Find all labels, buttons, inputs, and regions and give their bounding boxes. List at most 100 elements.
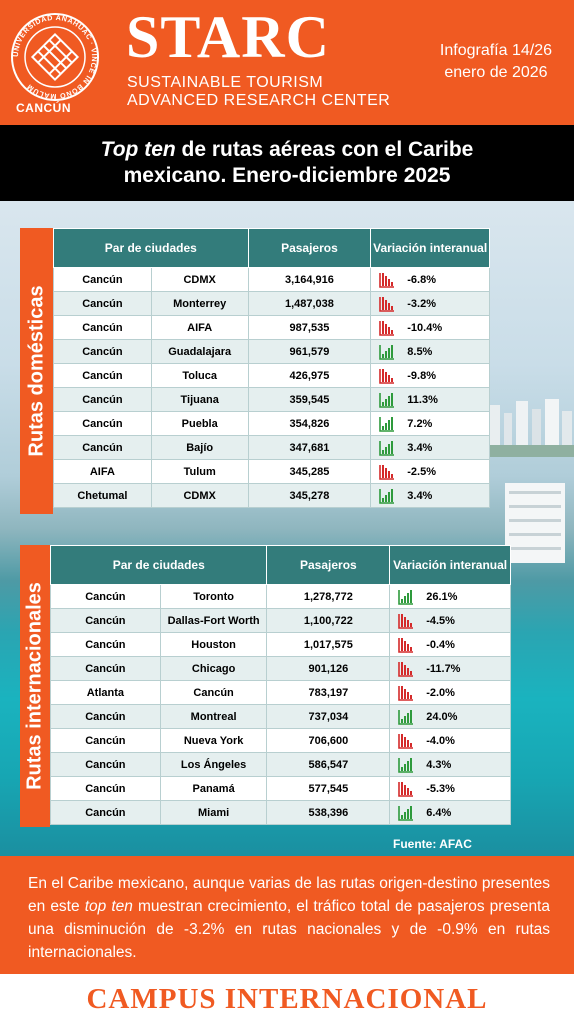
passengers-value: 3,164,916 <box>247 267 372 292</box>
table-row: Cancún Dallas-Fort Worth 1,100,722 -4.5% <box>50 608 511 633</box>
origin-city: Cancún <box>50 656 161 681</box>
origin-city: Cancún <box>53 387 152 412</box>
issue-date: enero de 2026 <box>444 64 548 81</box>
campus-label: CANCÚN <box>16 101 71 115</box>
bar-chart-down-icon <box>379 296 395 312</box>
bar-chart-down-icon <box>379 320 395 336</box>
table-row: Cancún Panamá 577,545 -5.3% <box>50 776 511 801</box>
origin-city: Cancún <box>50 752 161 777</box>
table-row: Cancún Nueva York 706,600 -4.0% <box>50 728 511 753</box>
variation-cell: -0.4% <box>389 632 511 657</box>
origin-city: Cancún <box>50 584 161 609</box>
origin-city: Chetumal <box>53 483 152 508</box>
table-row: Cancún Bajío 347,681 3.4% <box>53 435 490 460</box>
variation-value: 3.4% <box>407 441 433 454</box>
passengers-value: 737,034 <box>266 704 391 729</box>
variation-cell: -4.0% <box>389 728 511 753</box>
summary-text: En el Caribe mexicano, aunque varias de … <box>0 856 574 974</box>
variation-value: -4.0% <box>426 734 455 747</box>
summary-part2: muestran crecimiento, el tráfico total d… <box>28 898 550 961</box>
table-row: Cancún Miami 538,396 6.4% <box>50 800 511 825</box>
origin-city: Cancún <box>50 800 161 825</box>
origin-city: Atlanta <box>50 680 161 705</box>
variation-value: 26.1% <box>426 590 458 603</box>
variation-cell: -2.0% <box>389 680 511 705</box>
variation-value: -3.2% <box>407 297 437 310</box>
variation-value: 8.5% <box>407 345 433 358</box>
university-seal-icon: UNIVERSIDAD ANÁHUAC · VINCE IN BONO MALU… <box>11 13 99 101</box>
variation-value: -11.7% <box>426 662 461 675</box>
variation-cell: 24.0% <box>389 704 511 729</box>
passengers-value: 901,126 <box>266 656 391 681</box>
origin-city: Cancún <box>53 435 152 460</box>
passengers-value: 354,826 <box>247 411 372 436</box>
variation-cell: 4.3% <box>389 752 511 777</box>
passengers-value: 586,547 <box>266 752 391 777</box>
title-line2: mexicano. Enero-diciembre 2025 <box>123 164 451 187</box>
variation-value: -6.8% <box>407 273 437 286</box>
origin-city: Cancún <box>53 339 152 364</box>
header-city-pair: Par de ciudades <box>49 545 268 585</box>
header-city-pair: Par de ciudades <box>53 228 249 268</box>
table-row: Cancún Tijuana 359,545 11.3% <box>53 387 490 412</box>
bar-chart-up-icon <box>398 709 414 725</box>
bar-chart-up-icon <box>398 757 414 773</box>
table-row: Atlanta Cancún 783,197 -2.0% <box>50 680 511 705</box>
passengers-value: 345,285 <box>247 459 372 484</box>
bar-chart-down-icon <box>398 637 414 653</box>
bar-chart-down-icon <box>379 368 395 384</box>
passengers-value: 783,197 <box>266 680 391 705</box>
header-passengers: Pasajeros <box>266 545 391 585</box>
domestic-routes-table: Par de ciudades Pasajeros Variación inte… <box>53 228 490 508</box>
table-row: Cancún Guadalajara 961,579 8.5% <box>53 339 490 364</box>
table-row: Cancún CDMX 3,164,916 -6.8% <box>53 267 490 292</box>
variation-value: 7.2% <box>407 417 433 430</box>
bar-chart-up-icon <box>379 440 395 456</box>
passengers-value: 1,487,038 <box>247 291 372 316</box>
variation-cell: -2.5% <box>370 459 490 484</box>
header: UNIVERSIDAD ANÁHUAC · VINCE IN BONO MALU… <box>0 0 574 125</box>
destination-city: Nueva York <box>159 728 268 753</box>
destination-city: Miami <box>159 800 268 825</box>
table-row: Chetumal CDMX 345,278 3.4% <box>53 483 490 508</box>
table-row: Cancún Toluca 426,975 -9.8% <box>53 363 490 388</box>
variation-cell: 3.4% <box>370 483 490 508</box>
international-side-label: Rutas internacionales <box>20 545 50 827</box>
brand-subtitle-line1: SUSTAINABLE TOURISM <box>127 74 324 91</box>
variation-cell: 3.4% <box>370 435 490 460</box>
destination-city: Tulum <box>150 459 249 484</box>
summary-part1: En el Caribe mexicano, aunque varias de … <box>28 875 550 915</box>
variation-value: -2.5% <box>407 465 437 478</box>
destination-city: Los Ángeles <box>159 752 268 777</box>
title-line1: Top ten de rutas aéreas con el Caribe <box>0 137 574 163</box>
destination-city: Montreal <box>159 704 268 729</box>
bar-chart-up-icon <box>398 589 414 605</box>
table-row: AIFA Tulum 345,285 -2.5% <box>53 459 490 484</box>
origin-city: Cancún <box>50 776 161 801</box>
variation-value: 24.0% <box>426 710 458 723</box>
table-row: Cancún Los Ángeles 586,547 4.3% <box>50 752 511 777</box>
title-line1-rest: de rutas aéreas con el Caribe <box>175 138 474 161</box>
origin-city: Cancún <box>50 704 161 729</box>
variation-value: -4.5% <box>426 614 455 627</box>
destination-city: Monterrey <box>150 291 249 316</box>
bar-chart-up-icon <box>379 392 395 408</box>
variation-cell: 8.5% <box>370 339 490 364</box>
destination-city: Puebla <box>150 411 249 436</box>
table-row: Cancún Toronto 1,278,772 26.1% <box>50 584 511 609</box>
variation-value: -5.3% <box>426 782 455 795</box>
variation-cell: 26.1% <box>389 584 511 609</box>
destination-city: Bajío <box>150 435 249 460</box>
table-header-row: Par de ciudades Pasajeros Variación inte… <box>53 228 490 268</box>
variation-cell: -6.8% <box>370 267 490 292</box>
table-row: Cancún Monterrey 1,487,038 -3.2% <box>53 291 490 316</box>
origin-city: Cancún <box>53 363 152 388</box>
table-row: Cancún Puebla 354,826 7.2% <box>53 411 490 436</box>
variation-cell: -9.8% <box>370 363 490 388</box>
destination-city: CDMX <box>150 267 249 292</box>
table-row: Cancún Chicago 901,126 -11.7% <box>50 656 511 681</box>
variation-value: -2.0% <box>426 686 455 699</box>
issue-number: Infografía 14/26 <box>439 42 552 59</box>
header-variation: Variación interanual <box>370 228 490 268</box>
bar-chart-down-icon <box>379 272 395 288</box>
